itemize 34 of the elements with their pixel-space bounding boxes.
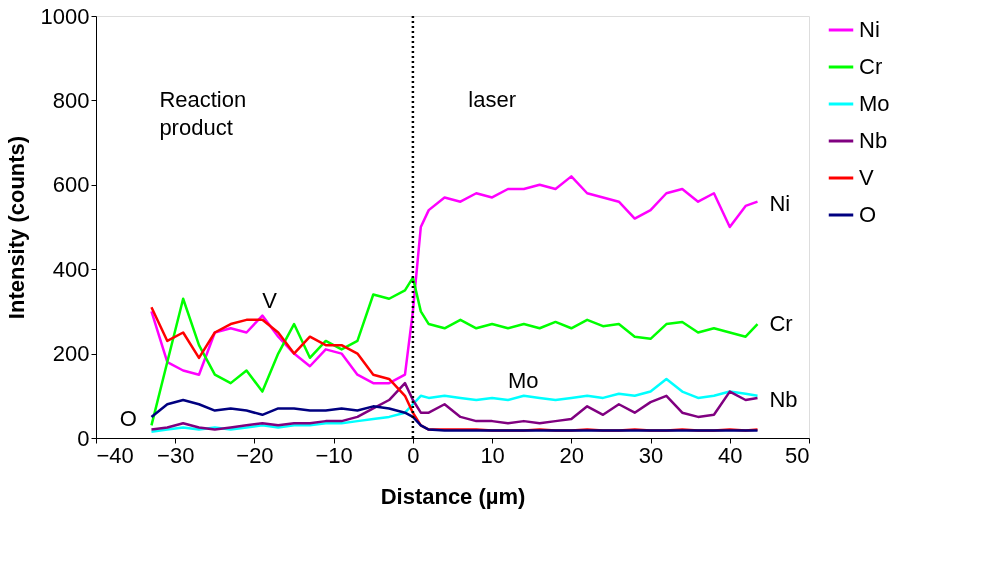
legend-label: O	[859, 202, 877, 227]
line-series	[150, 398, 759, 432]
y-tick-label: 200	[52, 341, 90, 367]
annotation: laser	[468, 87, 517, 113]
x-tick-label: 50	[785, 442, 810, 468]
y-tick-label: 0	[77, 425, 90, 451]
annotation: Nb	[769, 387, 798, 413]
annotation: Reaction product	[159, 87, 247, 141]
x-tick-label: 40	[718, 442, 743, 468]
x-tick-label: 30	[638, 442, 664, 468]
legend-label: Mo	[859, 91, 890, 116]
annotation: Mo	[507, 368, 539, 394]
annotation: Ni	[769, 190, 791, 216]
x-tick-label: 20	[559, 442, 585, 468]
legend-label: Ni	[859, 17, 880, 42]
legend-label: Cr	[859, 54, 883, 79]
y-tick-label: 600	[52, 172, 90, 198]
x-tick-label: −10	[315, 442, 353, 468]
y-axis-title: Intensity (counts)	[3, 135, 29, 320]
x-axis-title: Distance (µm)	[380, 483, 526, 509]
legend-label: V	[859, 165, 874, 190]
x-tick-label: −30	[157, 442, 195, 468]
annotation: O	[119, 406, 137, 432]
x-tick-label: −20	[236, 442, 274, 468]
annotation: Cr	[769, 311, 793, 337]
x-tick-label: 10	[480, 442, 505, 468]
line-series	[150, 276, 759, 427]
x-tick-label: 0	[407, 442, 420, 468]
x-tick-label: −40	[96, 442, 134, 468]
y-tick-label: 400	[52, 256, 90, 282]
y-tick-label: 800	[52, 87, 90, 113]
y-tick-label: 1000	[40, 3, 90, 29]
legend-label: Nb	[859, 128, 888, 153]
annotation: V	[262, 287, 278, 313]
